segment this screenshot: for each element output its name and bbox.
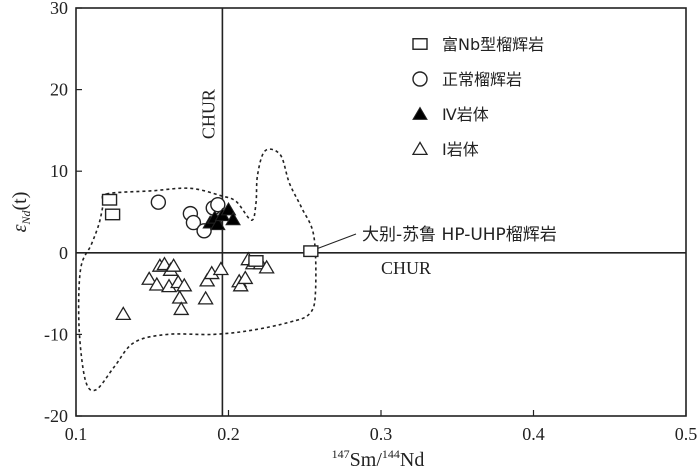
legend-label: 正常榴辉岩 — [442, 70, 522, 89]
y-tick-label: -20 — [44, 406, 68, 426]
x-axis-label-sup1: 147 — [332, 447, 350, 461]
point-triangle-open — [173, 301, 190, 316]
point-triangle-open — [115, 306, 132, 321]
point-triangle-open — [232, 277, 249, 292]
y-tick-label: 20 — [50, 80, 68, 100]
field-annotation-label: 大别-苏鲁 HP-UHP榴辉岩 — [362, 225, 557, 245]
y-axis-label: εNd(t) — [9, 192, 33, 233]
field-layer — [77, 148, 317, 392]
point-triangle-open — [199, 272, 216, 287]
x-tick-label: 0.5 — [675, 424, 698, 444]
point-square — [303, 245, 319, 258]
point-square — [104, 208, 121, 221]
point-square — [248, 255, 264, 267]
legend-marker-circle — [412, 71, 428, 87]
x-tick-label: 0.4 — [522, 424, 545, 444]
point-triangle-open — [171, 289, 188, 304]
data-points — [101, 193, 319, 321]
point-triangle-open — [148, 276, 165, 291]
field-boundary — [77, 148, 317, 392]
legend-marker-triangle-open — [411, 141, 429, 156]
x-axis-label-part2: Nd — [400, 449, 424, 471]
y-tick-label: 10 — [50, 161, 68, 181]
point-triangle-open — [165, 258, 182, 272]
x-tick-label: 0.1 — [65, 424, 88, 444]
point-triangle-filled — [209, 216, 226, 231]
point-triangle-open — [141, 271, 158, 285]
x-axis-label: 147Sm/144Nd — [332, 447, 425, 471]
reference-lines — [76, 8, 686, 416]
point-circle — [185, 214, 202, 231]
y-axis-label-epsilon: ε — [9, 224, 31, 232]
plot-frame — [75, 7, 687, 417]
axis-ticks: 0.1 0.2 0.3 0.4 0.5 -20 -10 0 10 20 30 — [44, 0, 697, 444]
y-axis-label-subscript: Nd — [19, 210, 33, 226]
chur-horizontal-label: CHUR — [381, 258, 431, 278]
y-axis-label-suffix: (t) — [9, 192, 31, 211]
x-tick-label: 0.3 — [370, 424, 393, 444]
point-triangle-open — [197, 290, 214, 305]
legend-label: Ⅰ岩体 — [442, 140, 479, 159]
y-tick-label: 30 — [50, 0, 68, 18]
point-circle — [150, 194, 167, 210]
point-triangle-open — [237, 270, 254, 285]
chur-vertical-label: CHUR — [198, 89, 218, 139]
legend-marker-triangle-filled — [412, 106, 428, 120]
x-axis-label-part1: Sm/ — [350, 449, 383, 471]
field-annotation-leader — [317, 233, 357, 249]
point-triangle-filled — [225, 211, 241, 226]
point-triangle-open — [176, 277, 193, 292]
point-triangle-filled — [220, 202, 237, 216]
x-axis-label-sup2: 144 — [382, 447, 400, 461]
point-circle — [210, 196, 226, 213]
x-tick-label: 0.2 — [217, 424, 240, 444]
point-triangle-open — [212, 261, 230, 276]
legend-label: 富Nb型榴辉岩 — [442, 35, 544, 54]
point-square — [101, 193, 118, 206]
y-tick-label: 0 — [59, 243, 68, 263]
legend-marker-square — [412, 38, 428, 50]
y-tick-label: -10 — [44, 324, 68, 344]
legend-label: Ⅳ岩体 — [442, 105, 489, 124]
